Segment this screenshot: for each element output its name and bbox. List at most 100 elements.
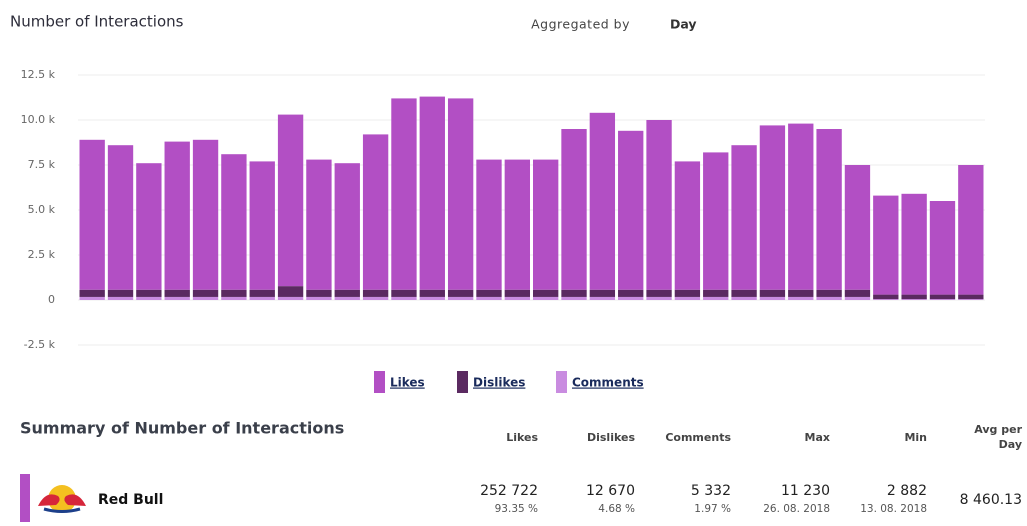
cell-sub: 13. 08. 2018: [860, 503, 927, 515]
bar-segment: [816, 289, 842, 297]
bar-segment: [958, 299, 984, 300]
bar-segment: [136, 296, 162, 300]
y-tick-label: 12.5 k: [21, 68, 56, 81]
bar-segment: [419, 289, 445, 297]
bar-segment: [731, 145, 757, 290]
row-color: [20, 474, 30, 522]
cell-sub: 26. 08. 2018: [763, 503, 830, 515]
bar-segment: [731, 296, 757, 300]
bar-segment: [561, 296, 587, 300]
bar-segment: [533, 159, 559, 290]
column-header: Avg per Day: [974, 423, 1022, 451]
bar-segment: [277, 286, 304, 297]
bar-segment: [164, 289, 190, 297]
bar-segment: [646, 289, 672, 297]
bar-segment: [901, 193, 927, 295]
y-tick-label: -2.5 k: [24, 338, 56, 351]
legend-label[interactable]: Comments: [572, 376, 644, 390]
legend-swatch: [457, 371, 468, 393]
cell-value: 5 332: [691, 483, 731, 499]
bar-segment: [334, 289, 360, 297]
bar-segment: [703, 152, 729, 290]
cell-value: 11 230: [781, 483, 830, 499]
bar-segment: [958, 165, 984, 295]
legend-label[interactable]: Likes: [390, 376, 425, 390]
column-header: Min: [904, 431, 927, 444]
bar-segment: [79, 139, 105, 290]
bar-segment: [731, 289, 757, 297]
subtitle-emphasis: Day: [670, 17, 697, 32]
bar-segment: [249, 296, 275, 300]
bar-segment: [504, 296, 530, 300]
bar-segment: [618, 130, 644, 290]
bar-segment: [958, 294, 984, 300]
bar-segment: [646, 120, 672, 290]
bar-segment: [334, 296, 360, 300]
bar-segment: [674, 161, 701, 290]
column-header: Max: [805, 431, 830, 444]
bar-segment: [589, 289, 616, 297]
bar-segment: [334, 163, 360, 290]
bar-segment: [844, 289, 871, 297]
column-header: Dislikes: [587, 431, 635, 444]
bar-segment: [674, 289, 701, 297]
bar-segment: [759, 125, 786, 290]
bar-segment: [362, 134, 389, 290]
bar-segment: [164, 296, 190, 300]
bar-segment: [447, 98, 474, 290]
bar-segment: [136, 289, 162, 297]
legend-swatch: [556, 371, 567, 393]
bar-segment: [504, 159, 530, 290]
bar-segment: [249, 161, 275, 290]
bar-segment: [561, 129, 587, 290]
bar-segment: [703, 289, 729, 297]
bar-segment: [589, 112, 616, 290]
bar-segment: [476, 159, 502, 290]
cell-sub: 1.97 %: [694, 503, 731, 515]
bar-segment: [249, 289, 275, 297]
y-tick-label: 7.5 k: [28, 158, 56, 171]
y-tick-label: 10.0 k: [21, 113, 56, 126]
bar-segment: [221, 289, 247, 297]
bar-segment: [277, 114, 304, 287]
bar-segment: [447, 296, 474, 300]
bar-segment: [192, 139, 219, 290]
bar-segment: [703, 296, 729, 300]
cell-value: 2 882: [887, 483, 927, 499]
bar-segment: [929, 299, 956, 300]
header-line: Avg per: [974, 423, 1022, 436]
bar-segment: [391, 296, 417, 300]
bar-segment: [419, 296, 445, 300]
bar-segment: [674, 296, 701, 300]
bar-segment: [618, 289, 644, 297]
y-tick-label: 0: [48, 293, 55, 306]
bar-segment: [419, 96, 445, 290]
bar-segment: [107, 289, 134, 297]
bar-segment: [873, 294, 899, 300]
bar-segment: [362, 289, 389, 297]
bar-segment: [391, 98, 417, 290]
bar-segment: [901, 299, 927, 300]
bar-segment: [391, 289, 417, 297]
row-name: Red Bull: [98, 492, 163, 508]
bar-segment: [533, 289, 559, 297]
summary-table: Likes Dislikes Comments Max Min Avg per Day 252…: [480, 423, 1022, 515]
bar-segment: [844, 165, 871, 290]
bar-segment: [646, 296, 672, 300]
chart-title: Number of Interactions: [10, 13, 184, 31]
bar-segment: [901, 294, 927, 300]
bar-segment: [221, 154, 247, 290]
bar-segment: [192, 296, 219, 300]
bar-segment: [929, 294, 956, 300]
bar-segment: [788, 289, 814, 297]
bar-segment: [504, 289, 530, 297]
bar-segment: [306, 159, 332, 290]
cell-value: 252 722: [480, 483, 538, 499]
legend-label[interactable]: Dislikes: [473, 376, 525, 390]
bar-segment: [759, 296, 786, 300]
bar-segment: [788, 296, 814, 300]
summary-title: Summary of Number of Interactions: [20, 419, 344, 438]
bar-segment: [476, 296, 502, 300]
bar-segment: [362, 296, 389, 300]
y-tick-label: 2.5 k: [28, 248, 56, 261]
